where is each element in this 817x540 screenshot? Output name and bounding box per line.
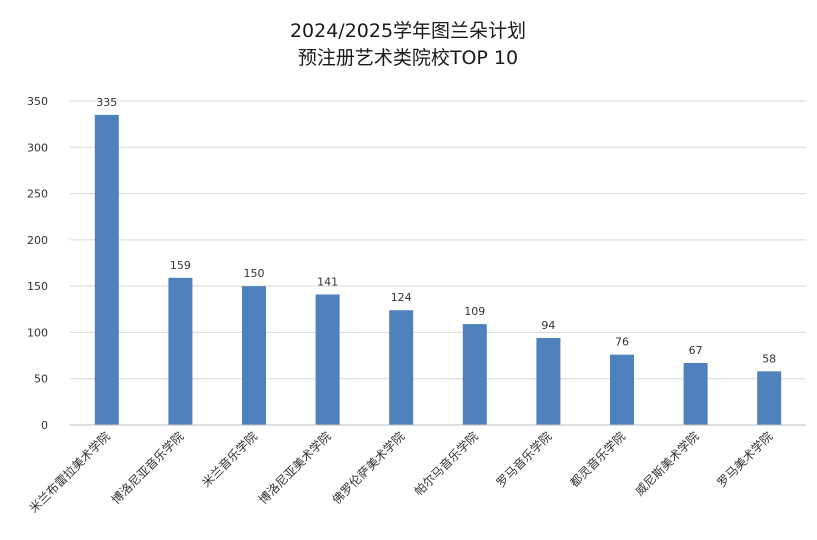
data-labels: 335 159 150 141 124 109 94 76 67 58 — [96, 96, 776, 365]
x-tick-label: 米兰音乐学院 — [199, 429, 261, 491]
bar — [610, 354, 634, 425]
bar — [389, 310, 414, 425]
data-label: 109 — [464, 305, 485, 318]
x-tick-label: 罗马音乐学院 — [493, 429, 555, 491]
bar — [242, 286, 266, 425]
x-axis: 米兰布雷拉美术学院博洛尼亚音乐学院 米兰音乐学院博洛尼亚美术学院佛罗伦萨美术学院帕… — [26, 424, 806, 516]
x-tick-label: 米兰布雷拉美术学院 — [26, 429, 113, 516]
bar — [168, 277, 193, 425]
y-tick-label: 150 — [27, 280, 48, 293]
data-label: 94 — [541, 319, 555, 332]
bar — [315, 294, 340, 425]
data-label: 150 — [244, 267, 265, 280]
y-tick-label: 200 — [27, 234, 48, 247]
y-tick-label: 50 — [34, 373, 48, 386]
data-label: 58 — [762, 352, 776, 365]
x-tick-label: 博洛尼亚音乐学院 — [108, 429, 186, 507]
x-tick-label: 佛罗伦萨美术学院 — [329, 429, 407, 507]
gridlines — [70, 100, 806, 380]
bar — [536, 337, 561, 425]
bar — [683, 362, 708, 425]
data-label: 67 — [689, 344, 703, 357]
bar — [94, 114, 119, 425]
x-tick-label: 都灵音乐学院 — [567, 429, 629, 491]
data-label: 335 — [96, 96, 117, 109]
y-axis: 0 50 100 150 200 250 300 350 — [27, 95, 48, 432]
bar — [757, 371, 782, 425]
chart-title-line-1: 2024/2025学年图兰朵计划 — [290, 20, 526, 42]
bars — [94, 114, 782, 425]
data-label: 124 — [391, 291, 412, 304]
y-tick-label: 350 — [27, 95, 48, 108]
data-label: 76 — [615, 336, 629, 349]
bar — [462, 324, 487, 425]
x-tick-label: 威尼斯美术学院 — [632, 429, 702, 499]
x-tick-label: 博洛尼亚美术学院 — [255, 429, 333, 507]
chart-title-line-2: 预注册艺术类院校TOP 10 — [298, 47, 518, 69]
y-tick-label: 0 — [41, 419, 48, 432]
x-tick-label: 帕尔马音乐学院 — [411, 429, 481, 499]
x-tick-label: 罗马美术学院 — [714, 429, 776, 491]
y-tick-label: 250 — [27, 188, 48, 201]
data-label: 141 — [317, 275, 338, 288]
y-tick-label: 100 — [27, 326, 48, 339]
data-label: 159 — [170, 259, 191, 272]
y-tick-label: 300 — [27, 141, 48, 154]
